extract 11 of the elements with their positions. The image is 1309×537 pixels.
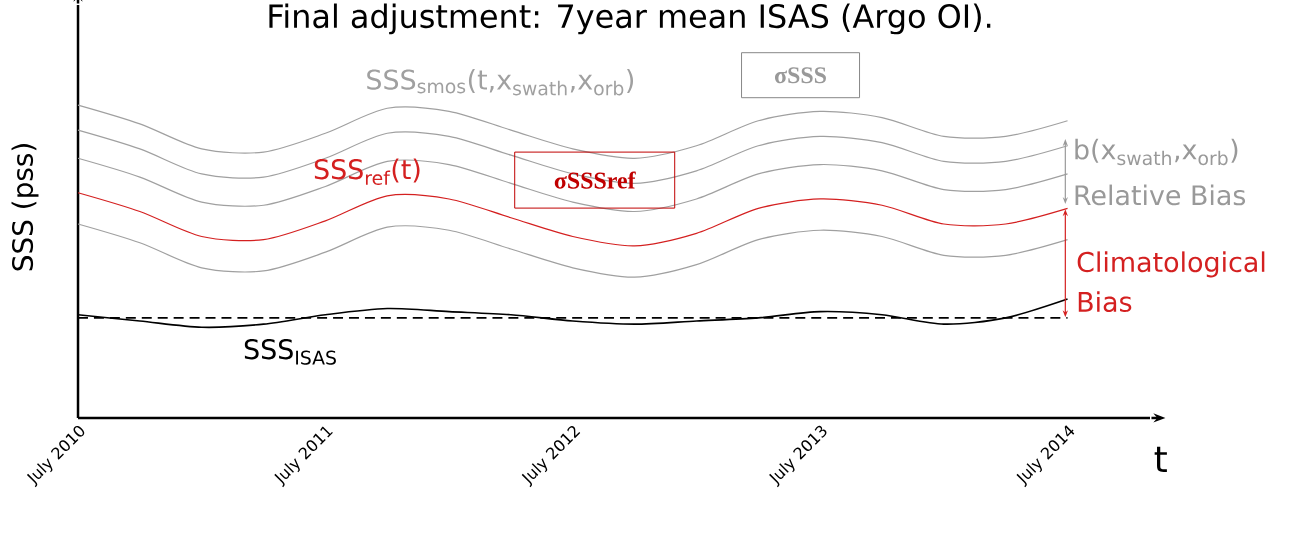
chart-title: Final adjustment: 7year mean ISAS (Argo OI). [269, 3, 991, 35]
series-label: SSS$_{ISAS}$ [244, 339, 336, 365]
annotation: σSSSref [554, 171, 636, 189]
annotation: b(x$_{swath}$,x$_{orb}$) [1075, 138, 1238, 166]
annotation: Relative Bias [1075, 184, 1246, 206]
series-label: SSS$_{ref}$(t) [314, 158, 420, 186]
series-label: SSS$_{smos}$(t,x$_{swath}$,x$_{orb}$) [367, 68, 634, 96]
x-axis-title: t [1154, 446, 1167, 472]
y-axis-title: SSS (pss) [11, 144, 39, 271]
text: σSSS [774, 67, 826, 84]
annotation: Climatological Bias [1077, 251, 1265, 313]
